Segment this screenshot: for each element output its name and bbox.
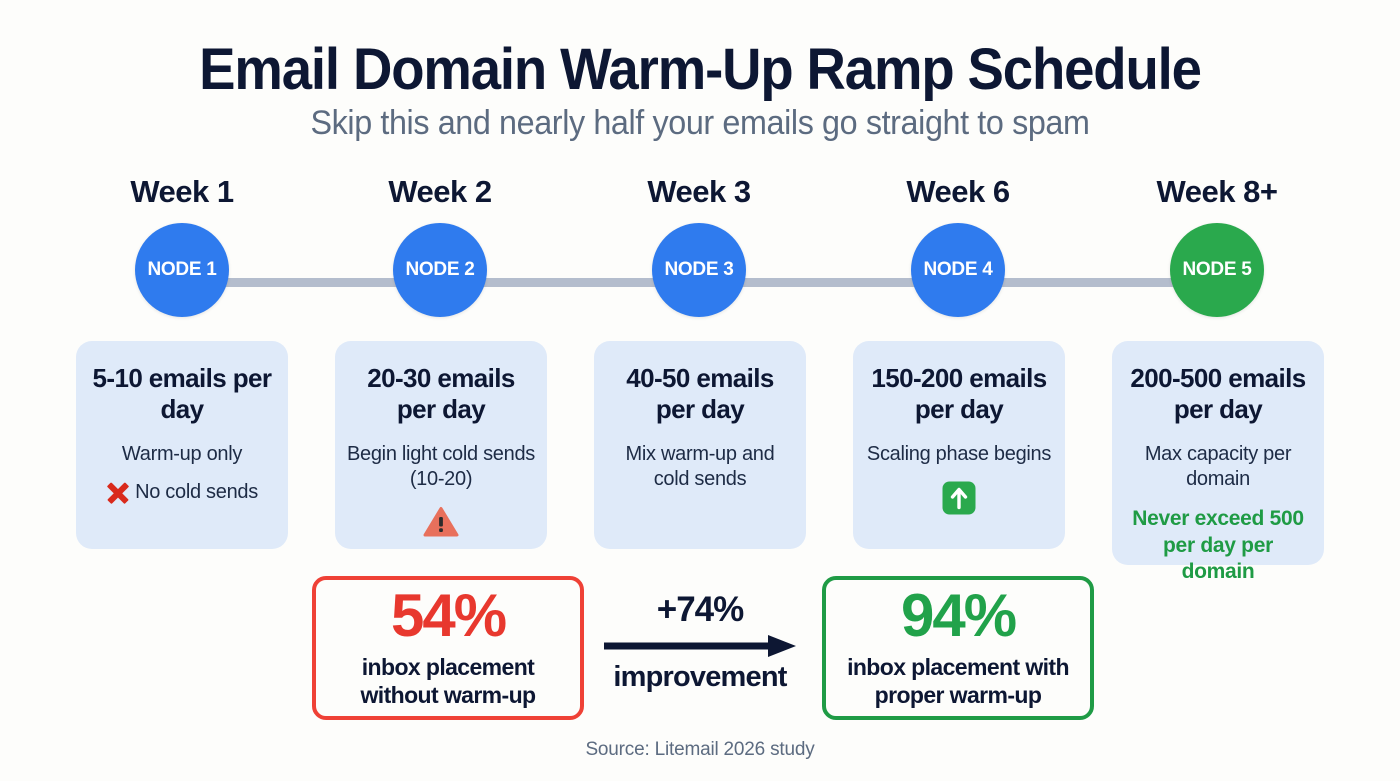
page-title: Email Domain Warm-Up Ramp Schedule [199,37,1202,102]
improvement-value: +74% [656,590,744,629]
node-label-4: NODE 4 [923,259,993,281]
stage-volume-1: 5-10 emails per day [92,363,273,424]
node-circle-2[interactable]: NODE 2 [393,223,487,318]
stage-note-5: Never exceed 500 per day per domain [1132,507,1304,583]
stage-detail-4: Scaling phase begins [866,443,1052,466]
up-arrow-icon [942,481,976,515]
node-circle-5[interactable]: NODE 5 [1170,223,1264,318]
stage-card-5[interactable]: 200-500 emails per day Max capacity per … [1112,341,1324,583]
right-arrow-icon [604,635,796,657]
warning-triangle-icon [423,507,459,537]
timeline-stage-5: Week 8+ NODE 5 [1117,174,1317,318]
before-warmup-percent: 54% [390,582,507,650]
timeline-stage-4: Week 6 NODE 4 [858,174,1058,318]
week-label-1: Week 1 [130,174,234,209]
stage-card-4[interactable]: 150-200 emails per day Scaling phase beg… [853,341,1065,549]
stage-icon-row-4 [865,481,1053,515]
stage-detail-2: Begin light cold sends (10-20) [347,443,535,491]
timeline-stage-1: Week 1 NODE 1 [82,174,282,318]
after-warmup-stat[interactable]: 94% inbox placement with proper warm-up [822,576,1094,720]
stage-detail-5: Max capacity per domain [1144,443,1292,491]
stage-detail-3: Mix warm-up and cold sends [625,443,775,491]
stage-detail-1: Warm-up only [121,443,243,466]
week-label-2: Week 2 [388,174,492,209]
node-circle-3[interactable]: NODE 3 [652,223,746,318]
stage-volume-3: 40-50 emails per day [626,363,774,424]
week-label-5: Week 8+ [1156,174,1278,209]
node-circle-4[interactable]: NODE 4 [911,223,1005,318]
stage-card-3[interactable]: 40-50 emails per day Mix warm-up and col… [594,341,806,549]
before-warmup-stat[interactable]: 54% inbox placement without warm-up [312,576,584,720]
source-note: Source: Litemail 2026 study [585,739,815,760]
node-label-2: NODE 2 [405,259,475,281]
stage-card-1[interactable]: 5-10 emails per day Warm-up only No cold… [76,341,288,549]
cross-mark-icon [106,481,129,504]
improvement-arrow-group: +74% improvement [600,592,800,707]
week-label-4: Week 6 [906,174,1010,209]
page-subtitle: Skip this and nearly half your emails go… [310,104,1090,142]
stage-note-row-1: No cold sends [88,481,276,504]
stage-volume-4: 150-200 emails per day [871,363,1047,424]
node-circle-1[interactable]: NODE 1 [135,223,229,318]
node-label-3: NODE 3 [664,259,734,281]
node-label-5: NODE 5 [1182,259,1252,281]
timeline: Week 1 NODE 1 Week 2 NODE 2 Week 3 NODE … [0,174,1400,335]
timeline-stage-2: Week 2 NODE 2 [340,174,540,318]
improvement-label: improvement [613,661,787,693]
stage-card-2[interactable]: 20-30 emails per day Begin light cold se… [335,341,547,549]
timeline-stage-3: Week 3 NODE 3 [599,174,799,318]
stage-icon-row-2 [347,506,535,538]
after-warmup-percent: 94% [900,582,1017,650]
before-warmup-caption: inbox placement without warm-up [360,654,537,708]
stage-note-1: No cold sends [135,481,258,504]
stage-volume-2: 20-30 emails per day [367,363,515,424]
after-warmup-caption: inbox placement with proper warm-up [847,654,1069,708]
week-label-3: Week 3 [647,174,751,209]
node-label-1: NODE 1 [147,259,217,281]
stage-volume-5: 200-500 emails per day [1130,363,1306,424]
